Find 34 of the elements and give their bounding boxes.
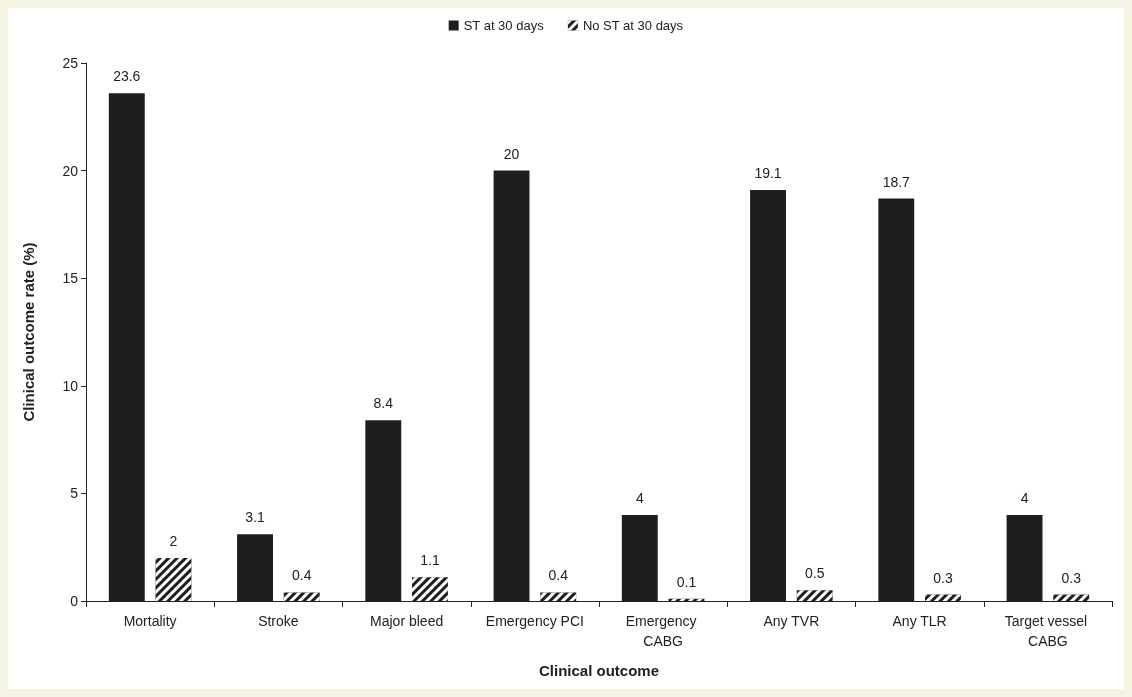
data-label: 20 — [503, 145, 520, 162]
data-label: 0.3 — [933, 569, 953, 586]
data-label: 23.6 — [113, 68, 141, 85]
data-label: 19.1 — [754, 164, 782, 181]
data-label: 2 — [169, 532, 178, 549]
x-tick-label: Any TVR — [763, 613, 820, 629]
data-label: 0.3 — [1061, 569, 1082, 586]
legend-label: ST at 30 days — [463, 18, 545, 33]
data-label: 0.1 — [676, 573, 697, 590]
y-tick-label: 0 — [70, 593, 79, 609]
x-tick-label: Emergency PCI — [485, 613, 584, 629]
data-label: 0.5 — [804, 565, 825, 582]
y-tick-label: 5 — [70, 485, 79, 502]
x-tick-label: Major bleed — [370, 613, 444, 629]
data-label: 0.4 — [291, 567, 312, 584]
x-tick-label: Stroke — [258, 613, 299, 629]
data-label: 3.1 — [245, 509, 265, 526]
data-label: 4 — [635, 489, 644, 506]
x-axis-title: Clinical outcome — [538, 662, 660, 679]
x-tick-label: Mortality — [123, 613, 177, 629]
y-tick-label: 15 — [62, 270, 79, 287]
legend-label: No ST at 30 days — [582, 18, 684, 33]
y-axis-title: Clinical outcome rate (%) — [20, 242, 37, 422]
x-tick-label: Target vessel CABG — [1004, 613, 1092, 649]
data-label: 8.4 — [373, 395, 394, 412]
y-tick-label: 20 — [62, 162, 79, 179]
y-tick-label: 10 — [62, 377, 79, 394]
x-tick-label: Emergency CABG — [625, 613, 701, 649]
data-label: 0.4 — [548, 567, 569, 584]
data-label: 18.7 — [882, 173, 911, 190]
y-tick-label: 25 — [62, 55, 79, 71]
x-tick-label: Any TLR — [892, 613, 947, 629]
data-label: 1.1 — [420, 552, 440, 569]
data-label: 4 — [1020, 489, 1029, 506]
